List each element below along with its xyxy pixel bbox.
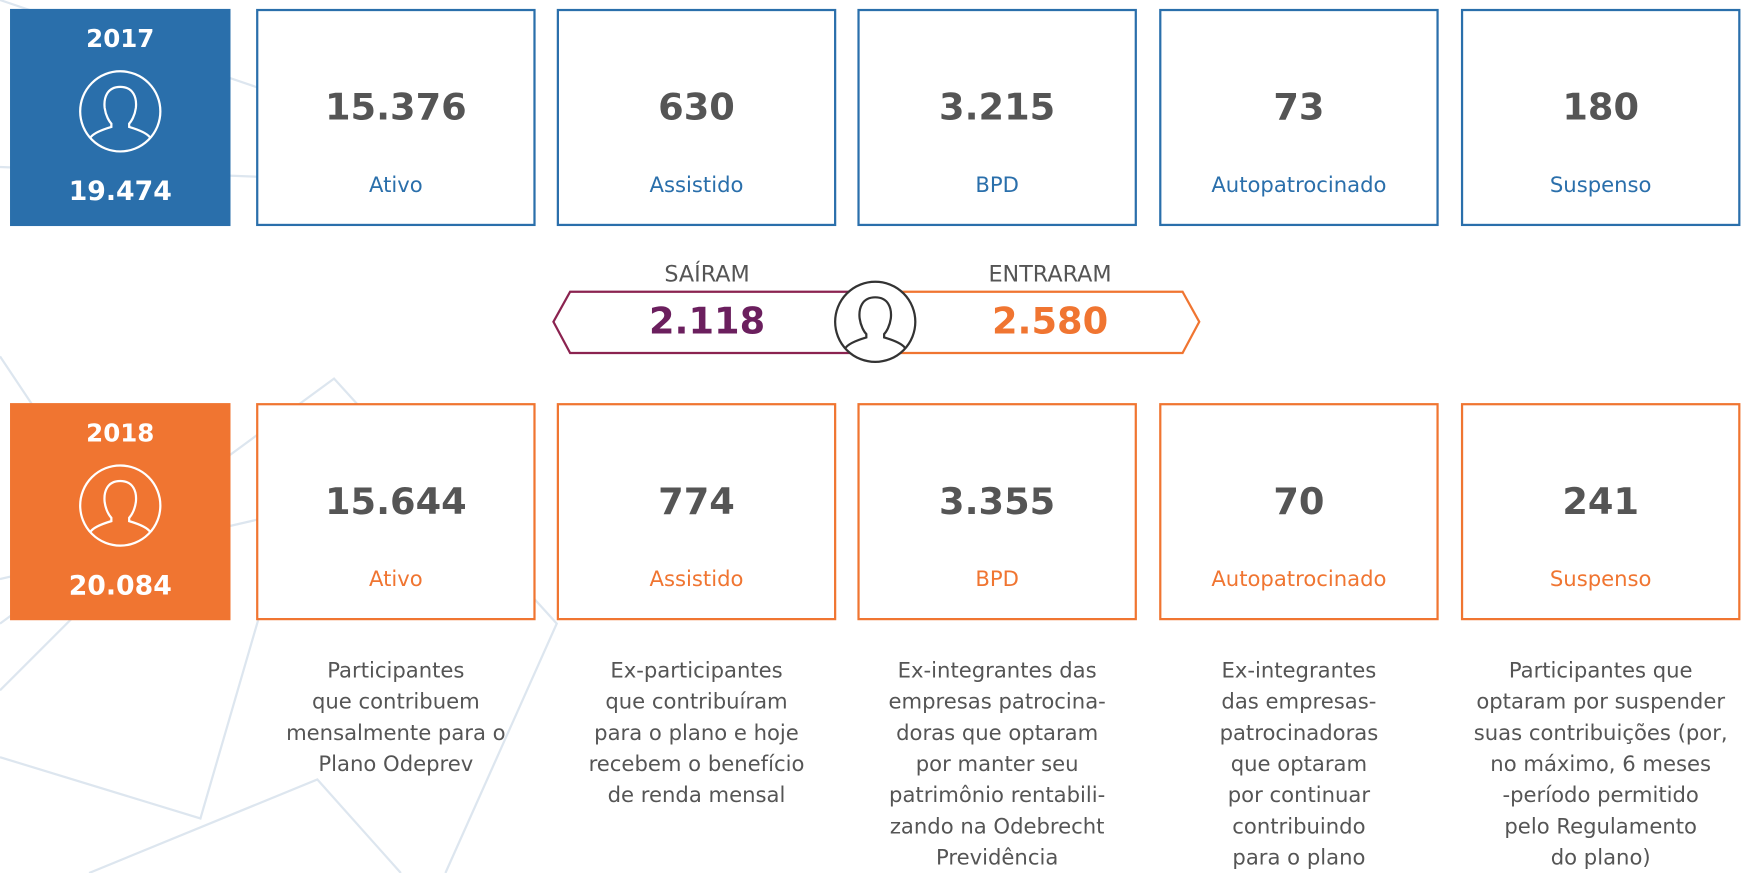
card — [857, 403, 1137, 621]
card-label: Assistido — [650, 566, 744, 591]
description-line: Ex-integrantes — [1221, 657, 1376, 682]
description-line: Ex-integrantes das — [898, 657, 1097, 682]
person-icon-circle — [79, 464, 162, 547]
card-value: 70 — [1273, 480, 1324, 523]
person-icon-circle — [79, 70, 162, 153]
card-label: Suspenso — [1550, 566, 1652, 591]
description-line: suas contribuições (por, — [1474, 720, 1728, 745]
card-value: 15.644 — [325, 480, 467, 523]
description-line: patrimônio rentabili- — [889, 782, 1105, 807]
total: 19.474 — [69, 176, 172, 207]
out-label: SAÍRAM — [664, 260, 749, 288]
card — [1159, 403, 1439, 621]
card-label: Autopatrocinado — [1211, 566, 1386, 591]
card-value: 180 — [1562, 86, 1639, 129]
description-line: por continuar — [1228, 782, 1371, 807]
out-value: 2.118 — [649, 299, 765, 342]
card-label: BPD — [975, 566, 1019, 591]
card-value: 241 — [1562, 480, 1639, 523]
description-line: doras que optaram — [896, 720, 1098, 745]
year-box — [10, 403, 231, 621]
card-value: 73 — [1273, 86, 1324, 129]
card-label: Ativo — [369, 566, 423, 591]
card — [1159, 8, 1439, 227]
in-value: 2.580 — [992, 299, 1108, 342]
card — [556, 8, 837, 227]
card-label: Autopatrocinado — [1211, 172, 1386, 197]
person-icon-circle — [834, 280, 917, 364]
total: 20.084 — [69, 570, 172, 601]
description-line: mensalmente para o — [286, 720, 506, 745]
card-value: 3.215 — [939, 86, 1055, 129]
description-line: empresas patrocina- — [889, 689, 1106, 714]
description-line: para o plano e hoje — [594, 720, 799, 745]
card — [1460, 8, 1741, 227]
description-line: pelo Regulamento — [1504, 813, 1697, 838]
description-line: Participantes — [327, 657, 464, 682]
description-line: Participantes que — [1509, 657, 1693, 682]
year-box — [10, 8, 231, 227]
description-line: patrocinadoras — [1220, 720, 1379, 745]
description-line: contribuindo — [1232, 813, 1365, 838]
in-label: ENTRARAM — [988, 262, 1111, 288]
card-value: 3.355 — [939, 480, 1055, 523]
description-line: que optaram — [1231, 751, 1367, 776]
description-line: recebem o benefício — [589, 751, 805, 776]
card — [857, 8, 1137, 227]
card — [1460, 403, 1741, 621]
description-line: Plano Odeprev — [318, 751, 473, 776]
card — [256, 403, 536, 621]
card-label: Suspenso — [1550, 172, 1652, 197]
description-line: -período permitido — [1503, 782, 1699, 807]
description-line: por manter seu — [916, 751, 1079, 776]
description-line: para o plano — [1232, 845, 1365, 870]
card-label: BPD — [975, 172, 1019, 197]
card-value: 630 — [658, 86, 735, 129]
card-label: Ativo — [369, 172, 423, 197]
description-line: de renda mensal — [608, 782, 786, 807]
year: 2018 — [86, 418, 154, 447]
card-value: 774 — [658, 480, 735, 523]
card-label: Assistido — [650, 172, 744, 197]
card — [256, 8, 536, 227]
description-line: zando na Odebrecht — [890, 813, 1105, 838]
description-line: Previdência — [936, 845, 1058, 870]
description-line: no máximo, 6 meses — [1490, 751, 1711, 776]
card-value: 15.376 — [325, 86, 467, 129]
description-line: que contribuem — [312, 689, 480, 714]
year: 2017 — [86, 24, 154, 53]
description-line: das empresas- — [1221, 689, 1376, 714]
description-line: que contribuíram — [605, 689, 787, 714]
description-line: Ex-participantes — [610, 657, 782, 682]
description-line: do plano) — [1551, 845, 1651, 870]
description-line: optaram por suspender — [1476, 689, 1725, 714]
card — [556, 403, 837, 621]
